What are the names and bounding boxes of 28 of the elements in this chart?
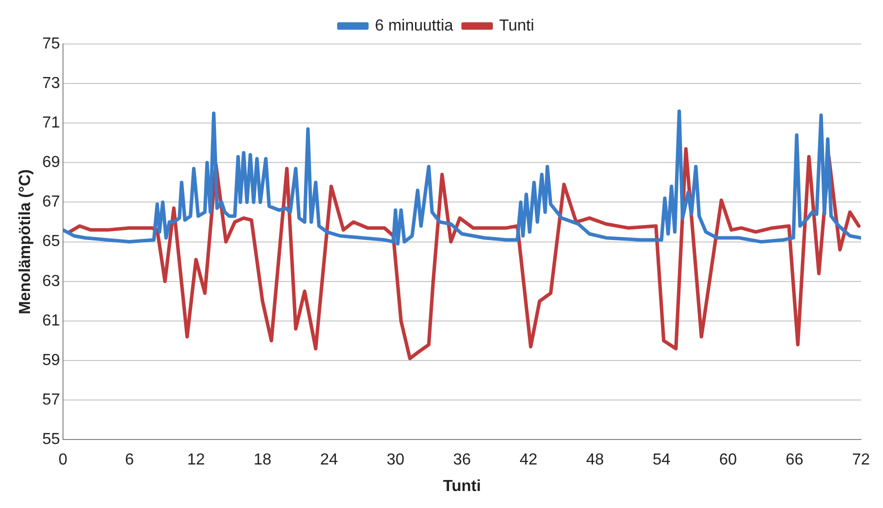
y-tick-label: 55 xyxy=(42,431,60,448)
y-tick-label: 61 xyxy=(42,312,60,330)
y-axis-title: Menolämpötila (°C) xyxy=(17,169,34,314)
x-tick-label: 12 xyxy=(187,452,205,469)
legend-label: 6 minuuttia xyxy=(374,17,454,34)
x-tick-label: 18 xyxy=(254,452,272,469)
x-tick-label: 0 xyxy=(58,452,68,469)
x-tick-label: 72 xyxy=(852,452,870,469)
y-tick-label: 69 xyxy=(42,154,60,172)
x-tick-label: 54 xyxy=(652,452,670,469)
y-tick-label: 57 xyxy=(42,391,60,408)
x-tick-label: 30 xyxy=(386,452,404,469)
x-tick-label: 6 xyxy=(125,452,134,469)
y-tick-label: 59 xyxy=(42,352,60,369)
x-tick-label: 66 xyxy=(786,452,804,469)
x-tick-label: 36 xyxy=(453,452,471,469)
y-tick-label: 63 xyxy=(42,272,60,290)
y-tick-label: 65 xyxy=(42,233,60,250)
y-tick-label: 71 xyxy=(42,114,60,132)
x-tick-label: 60 xyxy=(719,452,737,469)
x-tick-label: 42 xyxy=(520,452,538,469)
y-tick-label: 67 xyxy=(42,194,60,211)
x-tick-label: 48 xyxy=(586,452,604,469)
y-tick-label: 75 xyxy=(42,35,60,52)
x-tick-label: 24 xyxy=(320,452,338,469)
x-axis-title: Tunti xyxy=(443,478,481,495)
y-tick-label: 73 xyxy=(42,74,60,92)
legend-label: Tunti xyxy=(499,17,534,34)
